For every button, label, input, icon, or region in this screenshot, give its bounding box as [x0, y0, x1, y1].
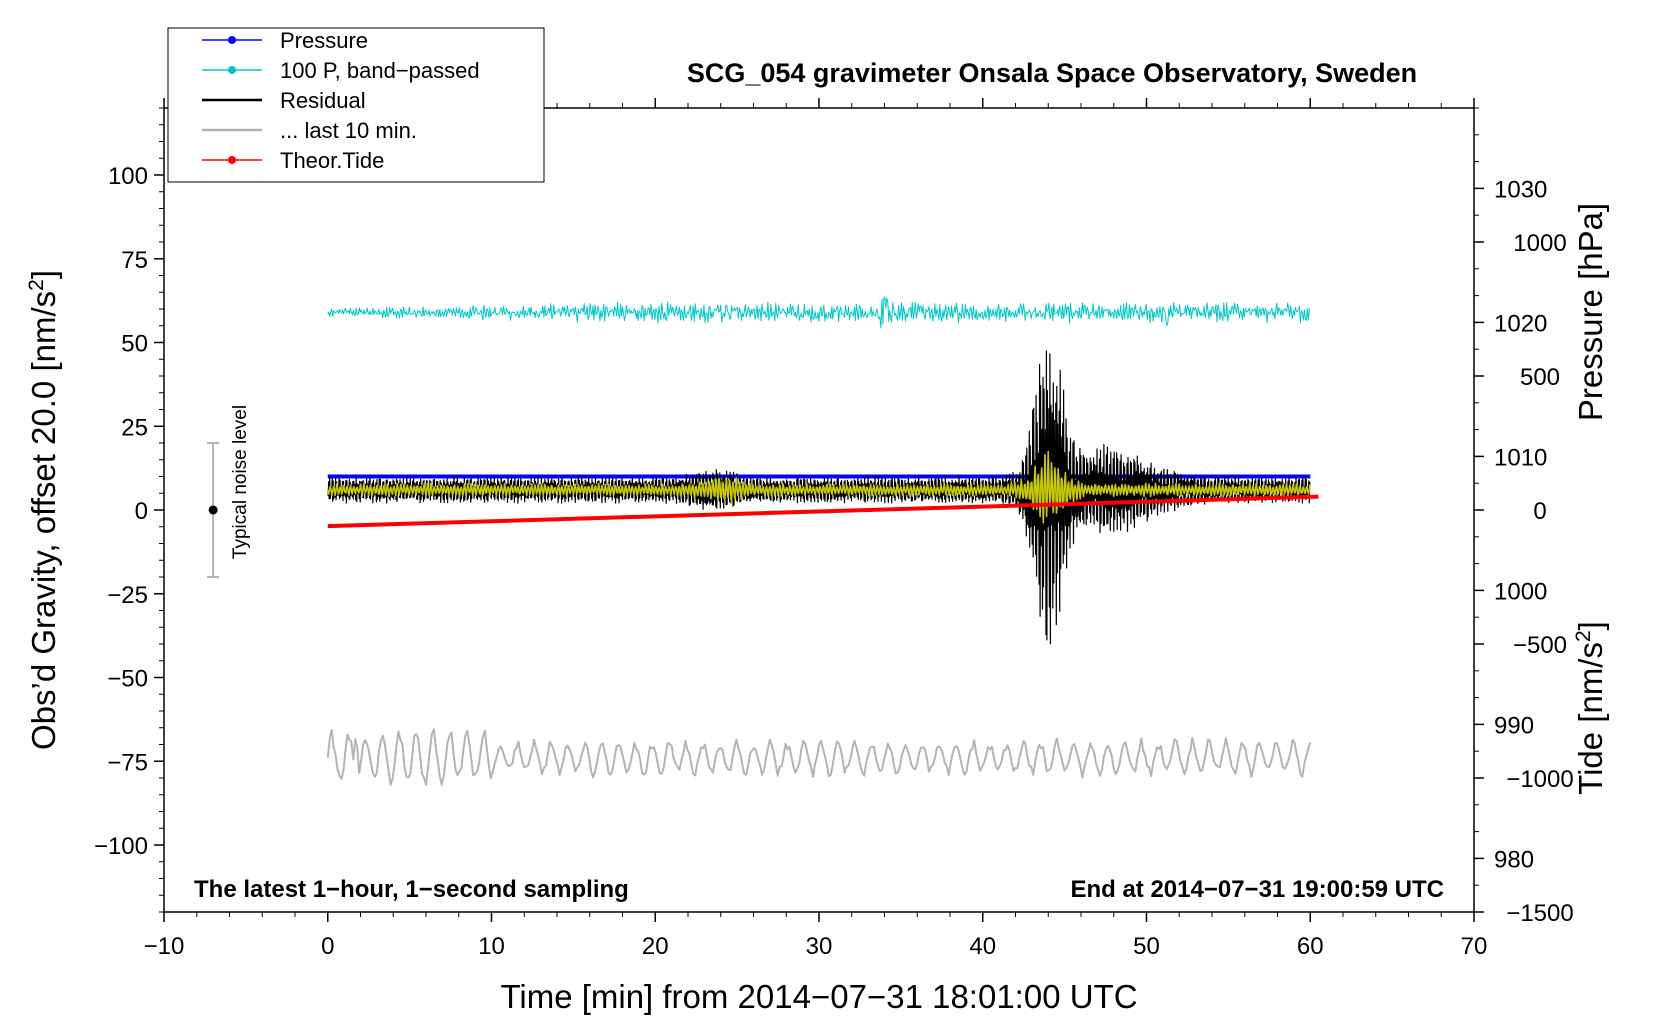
annotation-right: End at 2014−07−31 19:00:59 UTC [1070, 876, 1444, 903]
series-residual-line [327, 350, 1311, 645]
x-axis-label: Time [min] from 2014−07−31 18:01:00 UTC [500, 978, 1137, 1015]
y-axis-label-tide: Tide [nm/s2] [1572, 621, 1609, 795]
y-tick-label-tide: −1500 [1506, 900, 1573, 927]
x-tick-label: −10 [144, 933, 185, 960]
noise-level-label: Typical noise level [230, 405, 251, 559]
y-tick-label-tide: −500 [1513, 632, 1567, 659]
annotation-left: The latest 1−hour, 1−second sampling [194, 876, 629, 903]
y-tick-label-pressure: 1030 [1494, 176, 1547, 203]
x-tick-label: 10 [478, 933, 505, 960]
legend-label: Residual [280, 88, 366, 113]
y-tick-label-left: 25 [121, 414, 148, 441]
y-tick-label-tide: −1000 [1506, 766, 1573, 793]
y-tick-label-pressure: 1010 [1494, 444, 1547, 471]
x-tick-label: 70 [1461, 933, 1488, 960]
y-tick-label-tide: 1000 [1513, 230, 1566, 257]
legend-label: Theor.Tide [280, 148, 384, 173]
x-tick-label: 50 [1133, 933, 1160, 960]
y-tick-label-pressure: 1020 [1494, 310, 1547, 337]
legend-marker [228, 156, 236, 164]
chart-title: SCG_054 gravimeter Onsala Space Observat… [687, 58, 1417, 88]
y-tick-label-left: 100 [108, 163, 148, 190]
series-smoothed-line [327, 450, 1311, 524]
legend-items: Pressure 100 P, band−passed Residual ... la… [202, 28, 480, 173]
y-tick-label-left: 50 [121, 331, 148, 358]
legend-label: Pressure [280, 28, 368, 53]
y-tick-label-left: −25 [107, 582, 148, 609]
y-axis-label-left-end: ] [25, 270, 62, 279]
series-layer [326, 296, 1319, 786]
y-tick-label-pressure: 1000 [1494, 578, 1547, 605]
y-tick-label-pressure: 990 [1494, 712, 1534, 739]
y-axis-label-tide-end: ] [1572, 621, 1609, 630]
y-tick-label-left: −75 [107, 749, 148, 776]
x-tick-label: 30 [806, 933, 833, 960]
legend-label: ... last 10 min. [280, 118, 417, 143]
y-tick-label-pressure: 980 [1494, 846, 1534, 873]
y-axis-label-tide-sup: 2 [1572, 630, 1595, 642]
legend-marker [228, 66, 236, 74]
y-axis-label-left-main: Obs’d Gravity, offset 20.0 [nm/s [25, 291, 62, 750]
series-tide-line [327, 494, 1319, 529]
x-tick-label: 40 [969, 933, 996, 960]
x-tick-label: 0 [321, 933, 334, 960]
series-last-10-min-line [326, 728, 1312, 786]
y-axis-label-pressure: Pressure [hPa] [1572, 203, 1609, 421]
y-tick-label-left: 75 [121, 247, 148, 274]
legend-label: 100 P, band−passed [280, 58, 480, 83]
y-tick-label-tide: 0 [1533, 498, 1546, 525]
legend: Pressure 100 P, band−passed Residual ... la… [167, 27, 545, 183]
y-tick-label-left: −50 [107, 666, 148, 693]
y-tick-label-left: −100 [94, 833, 148, 860]
ticks-layer: −10 0 10 20 30 40 50 60 701007550250−25−50−75−10… [94, 98, 1574, 960]
noise-bar-dot [208, 505, 218, 515]
y-tick-label-left: 0 [135, 498, 148, 525]
series-band-passed-line [327, 296, 1310, 329]
y-axis-label-left: Obs’d Gravity, offset 20.0 [nm/s2] [25, 270, 62, 750]
y-axis-label-tide-main: Tide [nm/s [1572, 642, 1609, 795]
legend-marker [228, 36, 236, 44]
x-tick-label: 20 [642, 933, 669, 960]
y-tick-label-tide: 500 [1520, 364, 1560, 391]
x-tick-label: 60 [1297, 933, 1324, 960]
y-axis-label-left-sup: 2 [25, 279, 48, 291]
